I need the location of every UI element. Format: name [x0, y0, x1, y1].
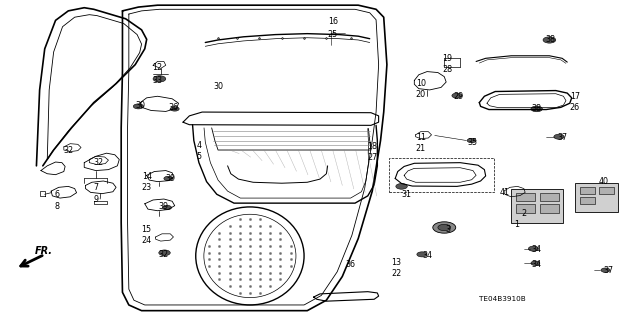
Text: 5: 5 — [196, 152, 202, 161]
Circle shape — [467, 138, 476, 143]
Text: TE04B3910B: TE04B3910B — [479, 296, 526, 302]
Circle shape — [543, 37, 556, 43]
Text: 32: 32 — [93, 158, 103, 167]
Text: 3: 3 — [445, 225, 450, 234]
Circle shape — [153, 76, 166, 82]
Text: 19: 19 — [442, 54, 452, 63]
Text: 2: 2 — [522, 209, 527, 218]
Text: 22: 22 — [391, 270, 401, 278]
Circle shape — [452, 93, 462, 98]
Text: 23: 23 — [141, 183, 152, 192]
Text: 10: 10 — [416, 79, 426, 88]
Bar — [599, 187, 614, 194]
Circle shape — [159, 250, 170, 256]
Text: 33: 33 — [152, 76, 163, 85]
Circle shape — [417, 252, 427, 257]
Text: 11: 11 — [416, 133, 426, 142]
Text: 13: 13 — [392, 258, 401, 267]
Text: 21: 21 — [415, 144, 426, 153]
Text: 18: 18 — [367, 142, 377, 151]
Circle shape — [164, 176, 173, 181]
Circle shape — [438, 224, 451, 231]
Text: 16: 16 — [328, 18, 338, 26]
Bar — [575, 182, 618, 212]
Bar — [580, 197, 595, 204]
Bar — [540, 204, 559, 213]
Text: 15: 15 — [141, 225, 152, 234]
Text: 7: 7 — [93, 183, 99, 192]
Text: 1: 1 — [514, 219, 519, 228]
Text: 34: 34 — [422, 251, 432, 260]
Text: 39: 39 — [159, 203, 169, 211]
Text: 8: 8 — [55, 203, 60, 211]
Text: 30: 30 — [135, 101, 145, 110]
Bar — [540, 193, 559, 201]
Circle shape — [433, 222, 456, 233]
Circle shape — [529, 246, 539, 251]
Text: FR.: FR. — [35, 246, 52, 256]
Text: 25: 25 — [328, 30, 338, 39]
Text: 36: 36 — [346, 260, 356, 269]
Text: 40: 40 — [598, 177, 609, 186]
Text: 17: 17 — [570, 92, 580, 101]
Circle shape — [554, 134, 564, 139]
Text: 4: 4 — [196, 141, 202, 150]
Text: 36: 36 — [168, 103, 179, 112]
Text: 14: 14 — [141, 172, 152, 182]
Text: 6: 6 — [55, 190, 60, 199]
Bar — [511, 189, 563, 223]
Circle shape — [531, 106, 542, 112]
Text: 29: 29 — [454, 92, 464, 101]
Text: 32: 32 — [63, 145, 74, 154]
Text: 37: 37 — [603, 266, 613, 275]
Circle shape — [601, 268, 610, 272]
Text: 27: 27 — [367, 153, 378, 162]
Text: 12: 12 — [152, 63, 163, 72]
Text: 38: 38 — [532, 104, 541, 113]
Text: 26: 26 — [570, 103, 580, 112]
Circle shape — [531, 261, 540, 265]
Text: 9: 9 — [93, 195, 99, 204]
Text: 20: 20 — [415, 90, 426, 99]
Text: 24: 24 — [141, 236, 152, 245]
Circle shape — [133, 104, 143, 109]
Text: 34: 34 — [532, 245, 541, 254]
Text: 41: 41 — [500, 188, 510, 197]
Text: 34: 34 — [532, 260, 541, 269]
Circle shape — [163, 205, 172, 210]
Bar — [516, 193, 536, 201]
Bar — [580, 187, 595, 194]
Circle shape — [170, 107, 179, 111]
Text: 31: 31 — [402, 190, 412, 199]
Text: 38: 38 — [546, 35, 556, 44]
Text: 37: 37 — [557, 133, 567, 142]
Bar — [389, 158, 494, 192]
Text: 30: 30 — [213, 82, 223, 91]
Bar — [516, 204, 536, 213]
Circle shape — [396, 183, 407, 189]
Text: 28: 28 — [442, 65, 452, 74]
Text: 32: 32 — [159, 250, 169, 259]
Text: 39: 39 — [165, 174, 175, 183]
Text: 35: 35 — [468, 137, 478, 147]
